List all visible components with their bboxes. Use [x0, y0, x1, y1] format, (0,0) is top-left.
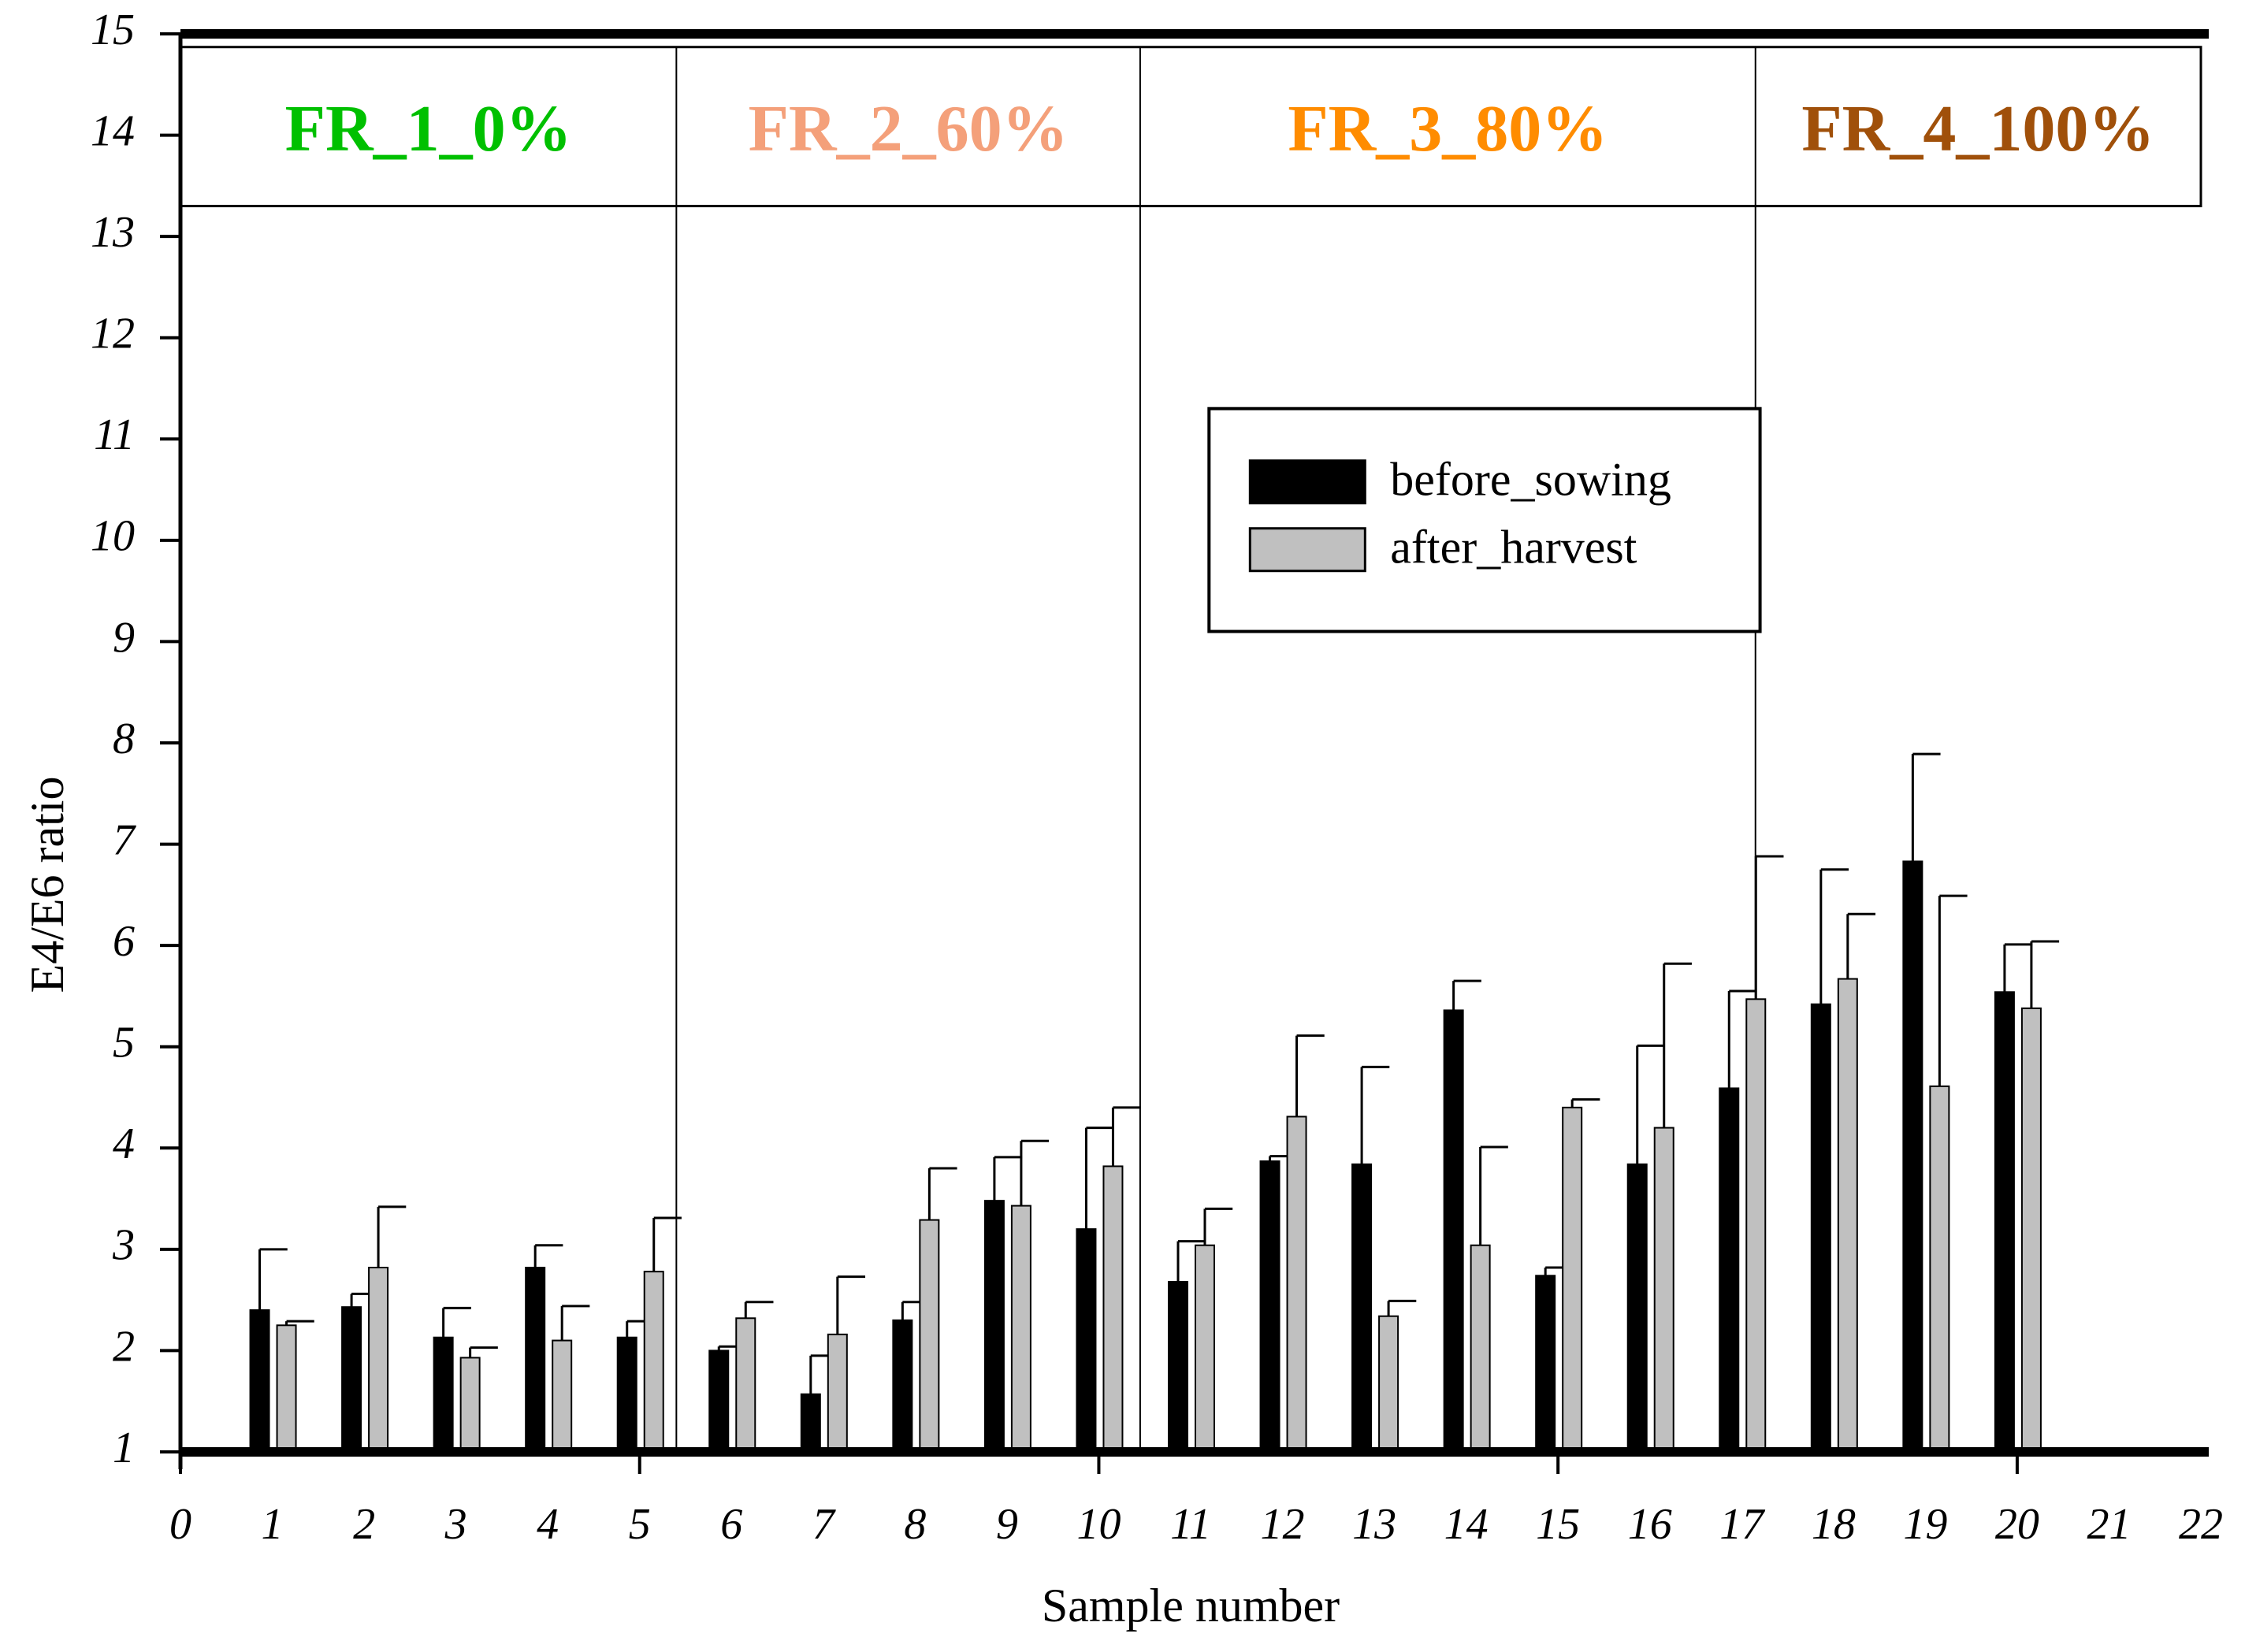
group-label: FR_4_100%: [1801, 92, 2154, 165]
x-axis-title: Sample number: [1042, 1580, 1340, 1632]
bar: [1378, 1315, 1399, 1453]
bar: [552, 1339, 573, 1453]
y-tick-label: 12: [91, 310, 135, 358]
x-tick-label: 4: [537, 1500, 559, 1549]
bar: [2020, 1007, 2042, 1453]
legend-label: before_sowing: [1390, 453, 1671, 505]
x-tick-label: 9: [996, 1500, 1018, 1549]
y-tick-label: 9: [113, 613, 135, 662]
y-tick-label: 7: [113, 815, 136, 864]
legend-box: [1207, 407, 1762, 633]
bar: [1653, 1127, 1674, 1453]
x-tick-label: 8: [904, 1500, 926, 1549]
group-label: FR_1_0%: [285, 92, 572, 165]
bar: [1994, 991, 2015, 1453]
y-tick-label: 15: [91, 6, 135, 54]
x-tick-label: 14: [1444, 1500, 1489, 1549]
bar: [708, 1349, 730, 1453]
bar: [249, 1309, 270, 1453]
bar: [892, 1319, 913, 1453]
x-tick-label: 6: [720, 1500, 742, 1549]
x-tick-label: 21: [2087, 1500, 2131, 1549]
x-tick-label: 1: [262, 1500, 284, 1549]
bar: [1535, 1275, 1556, 1453]
x-tick-label: 22: [2179, 1500, 2223, 1549]
y-tick-label: 8: [113, 715, 135, 763]
bar: [1719, 1087, 1740, 1453]
x-tick-label: 19: [1903, 1500, 1947, 1549]
bar: [1286, 1116, 1307, 1453]
y-tick-label: 1: [113, 1424, 135, 1472]
y-tick-label: 6: [113, 917, 135, 966]
y-tick-label: 2: [113, 1322, 135, 1371]
legend: before_sowing after_harvest: [1207, 407, 1762, 633]
x-tick-label: 20: [1995, 1500, 2039, 1549]
y-tick-label: 14: [91, 106, 135, 155]
legend-label: after_harvest: [1390, 521, 1637, 573]
bar: [735, 1317, 756, 1453]
x-tick-label: 11: [1170, 1500, 1211, 1549]
bar: [1076, 1228, 1097, 1453]
x-tick-label: 13: [1352, 1500, 1396, 1549]
y-tick-label: 3: [112, 1221, 135, 1270]
bar: [919, 1219, 940, 1453]
x-tick-label: 10: [1076, 1500, 1121, 1549]
x-tick-label: 5: [629, 1500, 651, 1549]
bar: [1745, 998, 1767, 1453]
x-tick-label: 17: [1719, 1500, 1765, 1549]
bar: [525, 1267, 546, 1453]
bar: [1470, 1244, 1491, 1453]
bar: [1168, 1281, 1188, 1453]
bar: [1902, 860, 1923, 1453]
bar: [1351, 1163, 1373, 1453]
x-tick-label: 15: [1536, 1500, 1580, 1549]
bar: [1102, 1165, 1124, 1453]
bar: [1195, 1244, 1215, 1453]
bar: [459, 1357, 481, 1453]
bar: [983, 1200, 1005, 1453]
bars: [249, 752, 2060, 1453]
y-tick-label: 5: [113, 1019, 135, 1067]
group-label: FR_2_60%: [749, 92, 1069, 165]
bar: [1626, 1163, 1648, 1453]
bar: [276, 1324, 297, 1453]
legend-swatch: [1248, 527, 1366, 573]
bar: [1562, 1106, 1583, 1453]
x-tick-label: 2: [353, 1500, 375, 1549]
bar: [341, 1306, 362, 1453]
y-tick-label: 13: [91, 208, 135, 257]
x-tick-label: 12: [1261, 1500, 1305, 1549]
y-axis-title: E4/E6 ratio: [21, 777, 73, 993]
bar: [616, 1336, 637, 1453]
bar: [1010, 1205, 1031, 1453]
x-tick-label: 3: [444, 1500, 467, 1549]
x-tick-label: 16: [1628, 1500, 1672, 1549]
bar: [643, 1271, 664, 1453]
bar: [1259, 1160, 1280, 1453]
bar: [827, 1333, 848, 1453]
bar: [800, 1393, 821, 1453]
bar: [1443, 1009, 1464, 1453]
legend-swatch: [1248, 459, 1366, 505]
y-tick-label: 11: [94, 410, 135, 459]
y-tick-label: 4: [113, 1119, 135, 1168]
x-tick-label: 0: [169, 1500, 191, 1549]
group-label: FR_3_80%: [1288, 92, 1608, 165]
y-tick-label: 10: [91, 512, 135, 561]
bar: [1837, 978, 1858, 1453]
bar: [433, 1336, 454, 1453]
bar: [1810, 1003, 1831, 1453]
bar: [1929, 1085, 1950, 1453]
bar: [368, 1267, 389, 1453]
x-tick-label: 7: [812, 1500, 836, 1549]
x-tick-label: 18: [1812, 1500, 1856, 1549]
